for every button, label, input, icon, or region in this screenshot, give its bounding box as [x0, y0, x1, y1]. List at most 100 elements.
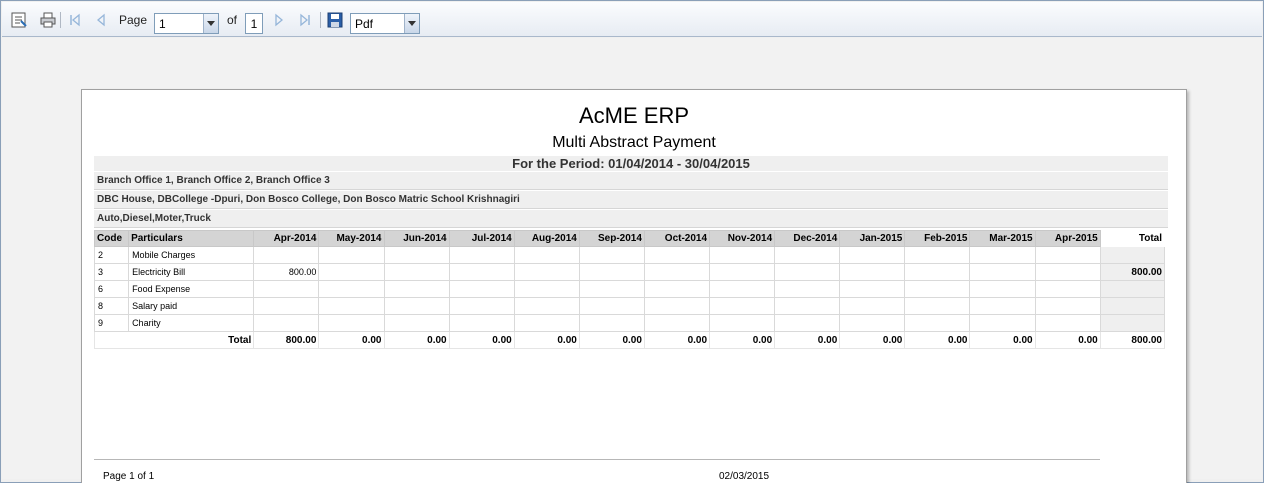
code-cell: 2: [93, 246, 130, 264]
amount-cell: [643, 297, 711, 315]
code-cell: 3: [93, 263, 130, 281]
column-total-cell: 0.00: [448, 331, 515, 349]
report-period: For the Period: 01/04/2014 - 30/04/2015: [94, 156, 1168, 171]
amount-cell: [448, 314, 515, 332]
amount-cell: [969, 297, 1036, 315]
column-header: Oct-2014: [643, 230, 711, 247]
row-total-cell: [1099, 280, 1166, 298]
amount-cell: [904, 297, 971, 315]
amount-cell: [318, 297, 385, 315]
row-total-cell: [1099, 297, 1166, 315]
amount-cell: [839, 246, 906, 264]
table-header-row: Code Particulars Apr-2014 May-2014 Jun-2…: [93, 230, 1166, 247]
column-total-cell: 0.00: [774, 331, 841, 349]
amount-cell: [578, 314, 645, 332]
report-subtitle: Multi Abstract Payment: [552, 134, 716, 151]
print-icon[interactable]: [39, 11, 57, 29]
document-map-icon[interactable]: [10, 11, 28, 29]
amount-cell: [1034, 246, 1101, 264]
column-total-cell: 0.00: [839, 331, 906, 349]
amount-cell: [904, 246, 971, 264]
grand-total-cell: 800.00: [1099, 331, 1166, 349]
column-total-cell: 0.00: [969, 331, 1036, 349]
column-header: Code: [93, 230, 130, 247]
column-total-cell: 0.00: [643, 331, 711, 349]
amount-cell: [643, 246, 711, 264]
last-page-icon[interactable]: [296, 11, 314, 29]
toolbar-separator: [60, 12, 61, 28]
column-header: Particulars: [128, 230, 255, 247]
particulars-cell: Mobile Charges: [128, 246, 255, 264]
amount-cell: [253, 246, 320, 264]
first-page-icon[interactable]: [66, 11, 84, 29]
column-header: Apr-2014: [253, 230, 320, 247]
amount-cell: [709, 280, 776, 298]
amount-cell: [774, 246, 841, 264]
footer-date: 02/03/2015: [719, 471, 770, 482]
amount-cell: [318, 314, 385, 332]
particulars-cell: Charity: [128, 314, 255, 332]
amount-cell: [774, 297, 841, 315]
column-total-cell: 0.00: [383, 331, 450, 349]
amount-cell: 800.00: [253, 263, 320, 281]
amount-cell: [1034, 314, 1101, 332]
category-list: Auto,Diesel,Moter,Truck: [94, 210, 1168, 228]
amount-cell: [709, 246, 776, 264]
chevron-down-icon[interactable]: [404, 14, 419, 33]
code-cell: 8: [93, 297, 130, 315]
amount-cell: [969, 263, 1036, 281]
page-number-value: 1: [159, 16, 166, 31]
amount-cell: [904, 314, 971, 332]
row-total-cell: 800.00: [1099, 263, 1166, 281]
export-format-select[interactable]: Pdf: [350, 13, 420, 34]
chevron-down-icon[interactable]: [203, 14, 218, 33]
amount-cell: [448, 297, 515, 315]
previous-page-icon[interactable]: [92, 11, 110, 29]
column-header: Total: [1099, 230, 1166, 247]
row-total-cell: [1099, 246, 1166, 264]
amount-cell: [904, 263, 971, 281]
amount-cell: [578, 263, 645, 281]
amount-cell: [839, 314, 906, 332]
column-header: Sep-2014: [578, 230, 645, 247]
total-pages-field: 1: [245, 13, 263, 34]
footer-page-number: Page 1 of 1: [103, 471, 155, 482]
amount-cell: [709, 263, 776, 281]
amount-cell: [513, 314, 580, 332]
amount-cell: [513, 280, 580, 298]
column-header: Jul-2014: [448, 230, 515, 247]
branch-list: Branch Office 1, Branch Office 2, Branch…: [94, 172, 1168, 190]
amount-cell: [774, 263, 841, 281]
column-total-cell: 0.00: [1034, 331, 1101, 349]
amount-cell: [318, 280, 385, 298]
amount-cell: [253, 297, 320, 315]
column-header: Jun-2014: [383, 230, 450, 247]
amount-cell: [383, 314, 450, 332]
column-total-cell: 0.00: [709, 331, 776, 349]
toolbar-separator: [320, 12, 321, 28]
report-viewport[interactable]: AcME ERP Multi Abstract Payment For the …: [2, 38, 1262, 483]
page-label: Page: [119, 13, 148, 27]
save-icon[interactable]: [326, 11, 344, 29]
column-header: Aug-2014: [513, 230, 580, 247]
page-number-select[interactable]: 1: [154, 13, 219, 34]
particulars-cell: Salary paid: [128, 297, 255, 315]
table-row: 9 Charity: [93, 314, 1166, 332]
next-page-icon[interactable]: [270, 11, 288, 29]
amount-cell: [643, 263, 711, 281]
amount-cell: [383, 297, 450, 315]
amount-cell: [448, 263, 515, 281]
total-label: Total: [93, 331, 255, 349]
amount-cell: [839, 297, 906, 315]
report-title: AcME ERP: [578, 103, 690, 128]
project-list: DBC House, DBCollege -Dpuri, Don Bosco C…: [94, 191, 1168, 209]
amount-cell: [513, 246, 580, 264]
report-page: AcME ERP Multi Abstract Payment For the …: [81, 89, 1187, 483]
amount-cell: [839, 280, 906, 298]
table-row: 2 Mobile Charges: [93, 246, 1166, 264]
payment-table: Code Particulars Apr-2014 May-2014 Jun-2…: [93, 230, 1166, 349]
amount-cell: [839, 263, 906, 281]
amount-cell: [969, 280, 1036, 298]
export-format-value: Pdf: [355, 16, 374, 31]
